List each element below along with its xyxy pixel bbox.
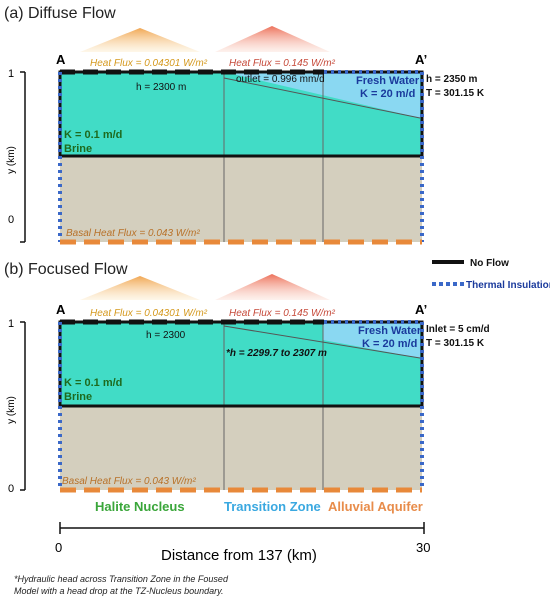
heat-flux-left: Heat Flux = 0.04301 W/m² [90, 58, 208, 69]
legend-thermal: Thermal Insulation [466, 280, 550, 291]
fresh-water-layer [224, 72, 420, 118]
label-a: A [56, 52, 66, 67]
k-fresh-label-b: K = 20 m/d [362, 338, 417, 350]
fresh-water-layer-b [323, 322, 420, 358]
y-axis-label-b: y (km) [6, 396, 17, 424]
fresh-water-label: Fresh Water [356, 75, 420, 87]
brine-label: Brine [64, 143, 92, 155]
panel-a: (a) Diffuse Flow 1 0 y (km) A A’ Heat Fl… [4, 5, 485, 245]
y-tick-bottom: 0 [8, 214, 14, 226]
label-a-prime: A’ [415, 52, 427, 67]
head-left-label-b: h = 2300 [146, 330, 186, 341]
y-tick-bottom-b: 0 [8, 483, 14, 495]
k-brine-label: K = 0.1 m/d [64, 129, 122, 141]
heat-arrow-mid-b [215, 274, 330, 300]
head-left-label: h = 2300 m [136, 82, 186, 93]
head-right-label: h = 2350 m [426, 74, 478, 85]
zone-alluvial: Alluvial Aquifer [328, 499, 423, 514]
heat-flux-left-b: Heat Flux = 0.04301 W/m² [90, 308, 208, 319]
panel-a-title: (a) Diffuse Flow [4, 5, 116, 22]
heat-flux-mid: Heat Flux = 0.145 W/m² [229, 58, 336, 69]
label-b: A [56, 302, 66, 317]
y-axis-label: y (km) [6, 146, 17, 174]
temp-right-label-b: T = 301.15 K [426, 338, 485, 349]
x-axis: 0 30 Distance from 137 (km) [55, 522, 430, 564]
outlet-label: outlet = 0.996 mm/d [236, 74, 325, 85]
brine-label-b: Brine [64, 391, 92, 403]
sediment-layer-b [60, 406, 422, 490]
head-mid-label-b: *h = 2299.7 to 2307 m [226, 348, 327, 359]
y-tick-top-b: 1 [8, 318, 14, 330]
head-line [223, 77, 421, 119]
basal-label-b: Basal Heat Flux = 0.043 W/m² [62, 476, 196, 487]
k-fresh-label: K = 20 m/d [360, 88, 415, 100]
sediment-layer [60, 156, 422, 242]
basal-label: Basal Heat Flux = 0.043 W/m² [66, 228, 200, 239]
zone-halite: Halite Nucleus [95, 499, 185, 514]
panel-b: (b) Focused Flow 1 0 y (km) A A’ Heat Fl… [4, 261, 490, 495]
label-b-prime: A’ [415, 302, 427, 317]
x-axis-label: Distance from 137 (km) [161, 547, 317, 564]
legend: No Flow Thermal Insulation [432, 258, 550, 291]
fresh-water-label-b: Fresh Water [358, 325, 422, 337]
footnote-line2: Model with a head drop at the TZ-Nucleus… [14, 586, 223, 596]
y-tick-top: 1 [8, 68, 14, 80]
panel-b-title: (b) Focused Flow [4, 261, 128, 278]
footnote-line1: *Hydraulic head across Transition Zone i… [14, 574, 229, 584]
x-tick-right: 30 [416, 540, 430, 555]
head-line-b [223, 325, 421, 359]
heat-flux-mid-b: Heat Flux = 0.145 W/m² [229, 308, 336, 319]
heat-arrow-left [80, 28, 200, 52]
legend-no-flow: No Flow [470, 258, 509, 269]
inlet-label-b: Inlet = 5 cm/d [426, 324, 490, 335]
x-tick-left: 0 [55, 540, 62, 555]
k-brine-label-b: K = 0.1 m/d [64, 377, 122, 389]
zone-transition: Transition Zone [224, 499, 321, 514]
temp-right-label: T = 301.15 K [426, 88, 485, 99]
heat-arrow-left-b [80, 276, 200, 300]
heat-arrow-mid [215, 26, 330, 52]
